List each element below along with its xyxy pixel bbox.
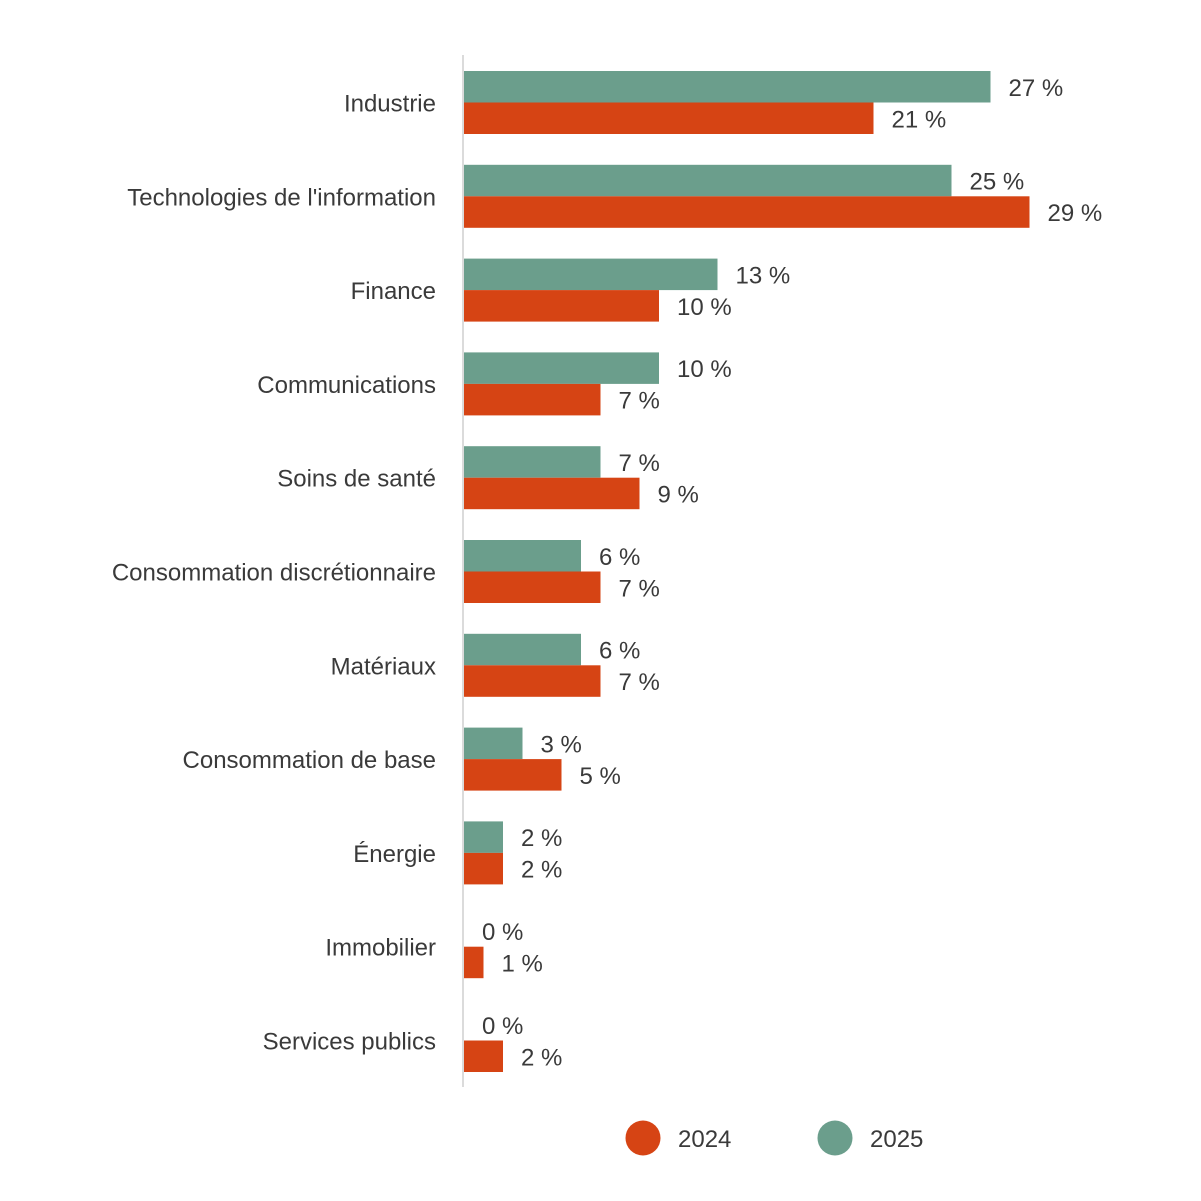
category-label: Communications	[257, 372, 436, 399]
bar-2025	[464, 71, 991, 103]
data-label-2024: 5 %	[580, 763, 621, 790]
bar-2024	[464, 383, 601, 416]
bar-2025	[464, 540, 581, 572]
category-label: Consommation de base	[183, 747, 436, 774]
bar-2024	[464, 759, 562, 791]
bar-2025	[464, 258, 718, 291]
bar-2025	[464, 633, 581, 666]
bar-2025	[464, 727, 523, 760]
category-label: Soins de santé	[277, 466, 436, 493]
data-label-2024: 9 %	[658, 481, 699, 508]
data-label-2025: 6 %	[599, 544, 640, 571]
value-labels: 27 %21 %25 %29 %13 %10 %10 %7 %7 %9 %6 %…	[482, 75, 1102, 1072]
bar-2024	[464, 665, 601, 697]
bar-2024	[464, 852, 503, 885]
category-labels: Industrie Technologies de l'information Fi…	[112, 91, 436, 1056]
legend-marker-2024	[625, 1120, 661, 1156]
bar-2024	[464, 290, 659, 322]
data-label-2024: 7 %	[619, 388, 660, 415]
bar-2024	[464, 946, 484, 979]
data-label-2025: 6 %	[599, 638, 640, 665]
data-label-2024: 10 %	[677, 294, 732, 321]
bars	[464, 71, 1030, 1072]
category-label: Énergie	[353, 841, 436, 868]
bar-2024	[464, 477, 640, 510]
data-label-2025: 13 %	[736, 262, 791, 289]
legend: 2024 2025	[625, 1120, 923, 1156]
data-label-2024: 2 %	[521, 1044, 562, 1071]
bar-2025	[464, 446, 601, 478]
bar-2024	[464, 102, 874, 134]
bar-2025	[464, 164, 952, 197]
bar-2024	[464, 571, 601, 603]
category-label: Services publics	[263, 1029, 436, 1056]
data-label-2024: 21 %	[892, 106, 947, 133]
bar-2025	[464, 821, 503, 853]
data-label-2025: 10 %	[677, 356, 732, 383]
bar-2024	[464, 1040, 503, 1072]
data-label-2025: 2 %	[521, 825, 562, 852]
category-label: Finance	[351, 278, 436, 305]
data-label-2024: 7 %	[619, 669, 660, 696]
data-label-2024: 29 %	[1048, 200, 1103, 227]
category-label: Technologies de l'information	[127, 184, 436, 211]
legend-marker-2025	[817, 1120, 853, 1156]
legend-label-2024: 2024	[678, 1126, 731, 1153]
data-label-2024: 1 %	[502, 950, 543, 977]
data-label-2025: 7 %	[619, 450, 660, 477]
category-label: Immobilier	[325, 935, 436, 962]
data-label-2025: 0 %	[482, 1013, 523, 1040]
data-label-2025: 3 %	[541, 731, 582, 758]
data-label-2024: 7 %	[619, 575, 660, 602]
bar-2024	[464, 196, 1030, 228]
data-label-2025: 25 %	[970, 169, 1025, 196]
data-label-2025: 27 %	[1009, 75, 1064, 102]
data-label-2024: 2 %	[521, 857, 562, 884]
data-label-2025: 0 %	[482, 919, 523, 946]
legend-label-2025: 2025	[870, 1126, 923, 1153]
category-label: Consommation discrétionnaire	[112, 560, 436, 587]
category-label: Industrie	[344, 91, 436, 118]
category-label: Matériaux	[331, 653, 436, 680]
bar-2025	[464, 352, 659, 384]
